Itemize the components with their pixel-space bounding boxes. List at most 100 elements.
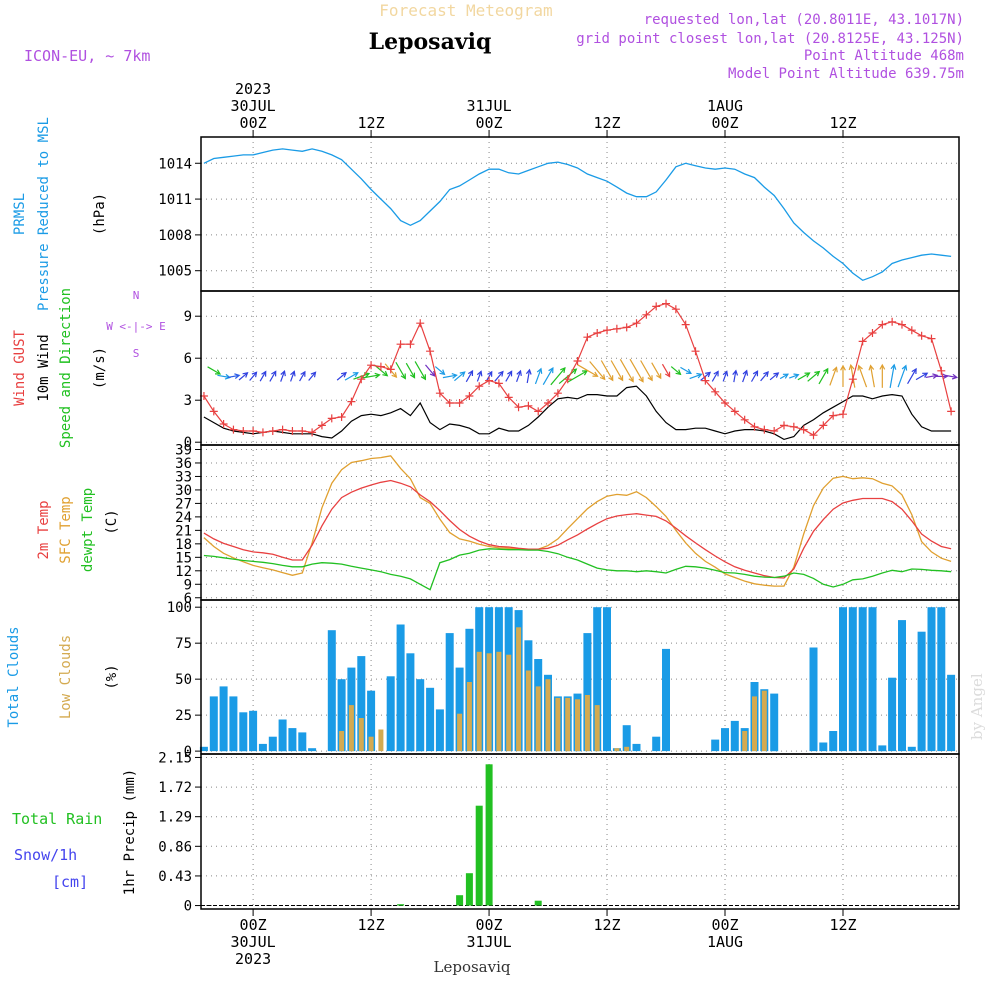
y-tick-label: 21 (175, 523, 192, 539)
gust-marker (789, 422, 798, 431)
total-cloud-bar (839, 607, 847, 752)
wind-arrow-head (340, 371, 347, 378)
low-cloud-bar (378, 729, 384, 752)
total-cloud-bar (357, 656, 366, 752)
wind-arrow-head (890, 363, 897, 370)
y-tick-label: 0 (184, 744, 192, 760)
low-cloud-bar (506, 654, 512, 752)
total-cloud-bar (809, 647, 818, 752)
wind-arrow-shaft (789, 374, 799, 379)
wind-arrow-shaft (485, 371, 493, 382)
total-cloud-bar (593, 607, 602, 752)
gust-marker (730, 407, 739, 416)
gust-marker (681, 320, 690, 329)
total-cloud-bar (406, 653, 415, 752)
wind-arrow-head (459, 371, 466, 378)
wind-arrow-shaft (779, 373, 789, 380)
y-tick-label: 36 (175, 456, 192, 472)
wind-arrow-head (290, 370, 296, 377)
gust-marker (829, 411, 838, 420)
gust-marker (937, 366, 946, 375)
low-cloud-bar (624, 746, 630, 752)
total-cloud-bar (917, 631, 926, 752)
wind-arrow (344, 372, 359, 381)
wind-arrow-shaft (249, 371, 258, 381)
gust-marker (475, 382, 484, 391)
wind-arrow-head (498, 370, 504, 377)
wind-arrow (534, 367, 543, 385)
low-cloud-bar (594, 705, 600, 752)
low-cloud-bar (457, 713, 463, 752)
top-time-label: 1AUG (707, 97, 743, 115)
wind-arrow-shaft (945, 374, 957, 378)
gust-marker (386, 365, 395, 374)
bottom-time-label: 12Z (829, 916, 856, 934)
wind-arrow-shaft (760, 371, 769, 382)
wind-arrow-shaft (269, 371, 277, 382)
total-rain-label: Total Rain (12, 810, 102, 828)
y-tick-label: 25 (175, 708, 192, 724)
wind-arrow-shaft (907, 368, 917, 385)
gust-marker (593, 329, 602, 337)
wind-arrow-shaft (651, 362, 662, 379)
wind-arrow (789, 373, 800, 379)
wind-arrow-shaft (629, 358, 644, 382)
y-tick-label: 75 (175, 636, 192, 652)
wind-arrow-shaft (797, 372, 810, 381)
total-cloud-bar (730, 720, 739, 752)
wind-arrow (425, 364, 436, 377)
grid-point-coords: grid point closest lon,lat (20.8125E, 43… (576, 31, 964, 47)
total-cloud-bar (367, 690, 376, 752)
low-cloud-bar (525, 670, 531, 752)
top-time-label: 12Z (593, 114, 620, 132)
wind-arrow (742, 369, 749, 383)
top-time-label: 00Z (711, 114, 738, 132)
wind-arrow (760, 371, 769, 382)
gust-marker (721, 399, 730, 407)
low-cloud-bar (565, 697, 571, 752)
total-cloud-bar (711, 739, 720, 752)
low-cloud-bar (476, 651, 482, 752)
total-cloud-bar (770, 693, 779, 752)
gust-marker (514, 403, 523, 412)
low-cloud-bar (545, 679, 551, 752)
total-cloud-bar (868, 607, 877, 752)
precip-axis-label: 1hr Precip (mm) (122, 769, 138, 895)
wind-arrow-head (608, 375, 614, 382)
wind-arrow-head (664, 371, 671, 378)
wind-arrow-head (868, 364, 875, 371)
gust-marker (239, 427, 248, 435)
wind-arrow-shaft (733, 370, 737, 383)
y-tick-label: 0.43 (158, 869, 192, 885)
gust-marker (947, 407, 956, 416)
wind-axis-label: 10m Wind (36, 334, 52, 401)
wind-arrow (797, 372, 811, 381)
wind-arrow-head (628, 376, 634, 383)
wind-arrow (405, 362, 416, 379)
top-time-label: 00Z (476, 114, 503, 132)
gust-marker (838, 410, 847, 419)
y-tick-label: 2.15 (158, 750, 192, 766)
wind-arrow (454, 371, 466, 382)
total-cloud-bar (721, 728, 729, 752)
total-cloud-bar (888, 677, 897, 752)
bottom-time-label: 12Z (593, 916, 620, 934)
gust-marker (278, 425, 287, 434)
wind-arrow-shaft (742, 370, 748, 383)
gust-marker (357, 375, 366, 384)
wind-arrow-shaft (576, 364, 598, 377)
wind-arrow-shaft (516, 370, 522, 383)
bottom-time-label: 00Z (711, 916, 738, 934)
total-cloud-bar (229, 696, 238, 752)
y-tick-label: 18 (175, 537, 192, 553)
low-cloud-bar (742, 731, 748, 752)
wind-arrow-head (647, 375, 653, 382)
wind-arrow-head (793, 373, 800, 379)
wind-arrow (925, 373, 939, 379)
wind-arrow-head (638, 376, 644, 383)
pressure-unit-label: (hPa) (92, 193, 108, 235)
gust-marker (563, 375, 572, 384)
wind-arrow (238, 371, 249, 381)
y-tick-label: 3 (184, 393, 192, 409)
temp-axis-label: 2m Temp (36, 500, 52, 559)
